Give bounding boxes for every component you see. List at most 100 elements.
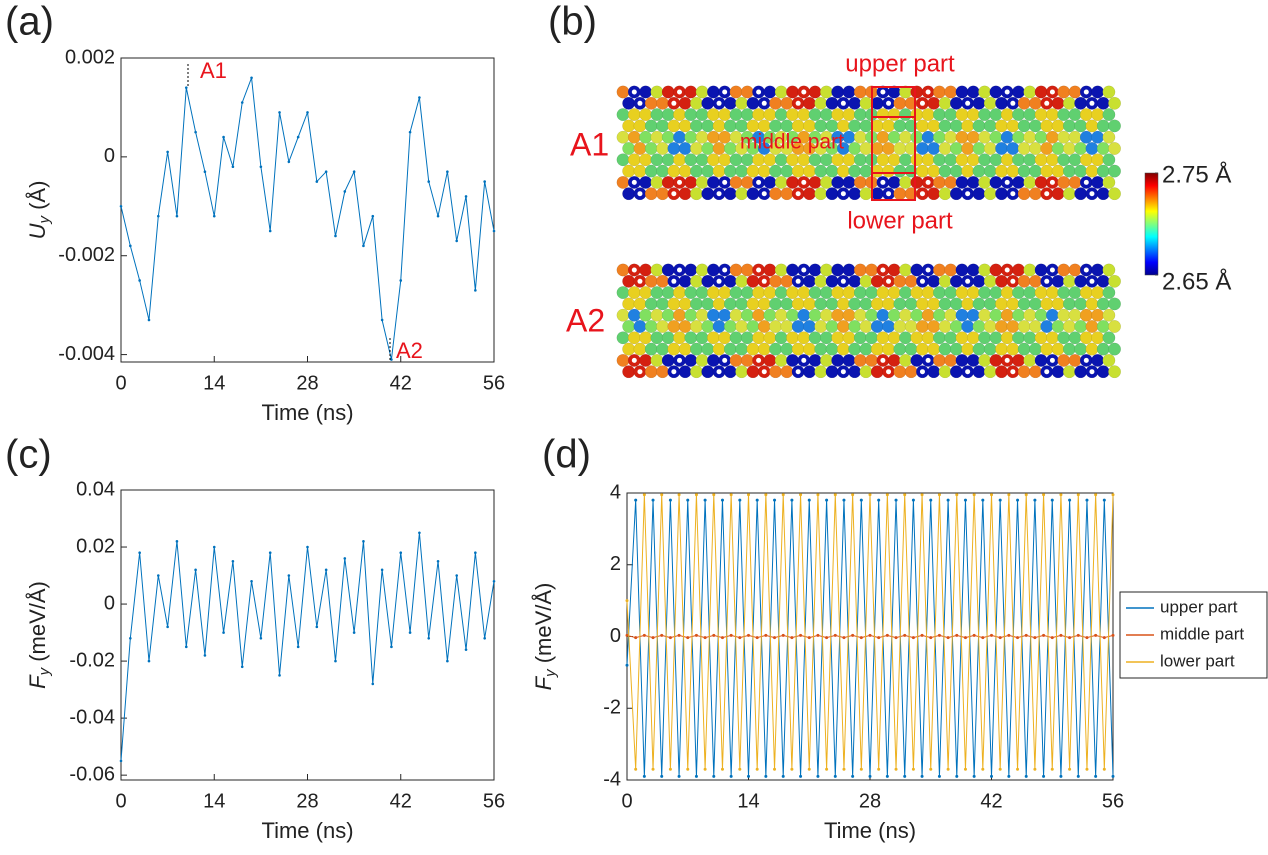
data-point: [946, 498, 950, 502]
atom: [678, 164, 692, 178]
atom: [803, 164, 816, 178]
atom-core: [919, 369, 925, 375]
x-tick-label: 56: [1102, 790, 1124, 812]
data-point: [418, 96, 421, 99]
data-point: [963, 636, 967, 640]
atom: [882, 142, 895, 155]
atom: [644, 96, 658, 110]
atom: [1045, 130, 1059, 144]
atom: [978, 175, 992, 189]
atom: [1051, 297, 1065, 311]
atom: [955, 108, 969, 122]
atom: [1017, 164, 1031, 178]
atom: [786, 331, 799, 345]
data-point: [175, 214, 179, 218]
data-point: [920, 633, 924, 637]
atom: [1102, 108, 1116, 122]
atom: [690, 274, 703, 288]
atom: [673, 153, 686, 167]
y-tick-label: 0: [104, 592, 115, 614]
data-point: [668, 636, 672, 640]
atom: [859, 142, 873, 155]
x-tick-label: 0: [115, 790, 126, 812]
atom: [1017, 365, 1031, 379]
data-point: [250, 579, 253, 583]
data-point: [851, 633, 855, 637]
y-axis-label: Fy (meV/Å): [25, 581, 53, 689]
atom: [684, 85, 698, 99]
data-point: [1094, 633, 1098, 637]
atom: [944, 175, 958, 189]
atom: [819, 85, 833, 99]
data-point: [306, 545, 309, 549]
data-point: [694, 774, 698, 778]
atom: [983, 164, 997, 178]
atom: [701, 96, 715, 110]
atom: [690, 320, 703, 333]
atom: [814, 164, 828, 178]
data-point: [816, 633, 820, 637]
atom: [944, 353, 958, 367]
data-point: [1111, 633, 1115, 637]
atom: [763, 308, 777, 322]
atom: [955, 263, 969, 277]
atom: [673, 308, 686, 322]
atom: [865, 331, 879, 345]
atom: [763, 353, 777, 367]
atom: [616, 263, 630, 277]
atom: [780, 164, 794, 178]
atom: [701, 274, 715, 288]
data-point: [911, 767, 915, 771]
atom: [916, 119, 929, 133]
atom: [865, 263, 879, 277]
atom: [814, 96, 828, 110]
y-label-unit: (Å): [25, 181, 50, 216]
atom: [1074, 142, 1088, 155]
atom: [774, 286, 788, 300]
atom: [814, 274, 828, 288]
atom: [949, 342, 963, 356]
data-point: [1024, 493, 1028, 497]
atom: [995, 320, 1008, 333]
atom: [1034, 85, 1048, 99]
atom-core: [631, 357, 637, 363]
atom: [639, 331, 653, 345]
atom: [650, 108, 664, 122]
data-point: [955, 774, 959, 778]
y-tick-label: 0.002: [65, 46, 115, 68]
atom: [735, 187, 749, 201]
atom-core: [886, 278, 892, 284]
atom: [740, 308, 754, 322]
data-point: [755, 498, 759, 502]
atom: [763, 263, 777, 277]
atom: [774, 85, 788, 99]
atom: [1051, 96, 1065, 110]
atom: [853, 263, 867, 277]
data-point: [166, 625, 169, 629]
atom-core: [1004, 179, 1010, 185]
atom: [622, 320, 636, 333]
atom: [650, 353, 664, 367]
atom: [1068, 153, 1082, 167]
atom: [899, 263, 912, 277]
atom: [639, 85, 653, 99]
atom: [622, 164, 636, 178]
atom: [916, 342, 929, 356]
atom: [1091, 85, 1105, 99]
atom: [644, 320, 658, 333]
atom: [995, 274, 1008, 288]
atom: [842, 331, 856, 345]
atom: [627, 331, 641, 345]
atom: [1045, 108, 1059, 122]
atom: [814, 365, 828, 379]
atom: [865, 286, 879, 300]
atom: [639, 108, 653, 122]
atom: [949, 142, 963, 155]
atom: [644, 164, 658, 178]
atom: [684, 130, 698, 144]
atom: [1017, 342, 1031, 356]
data-point: [894, 636, 898, 640]
atom: [808, 108, 822, 122]
atom: [769, 297, 782, 311]
atom: [706, 331, 720, 345]
